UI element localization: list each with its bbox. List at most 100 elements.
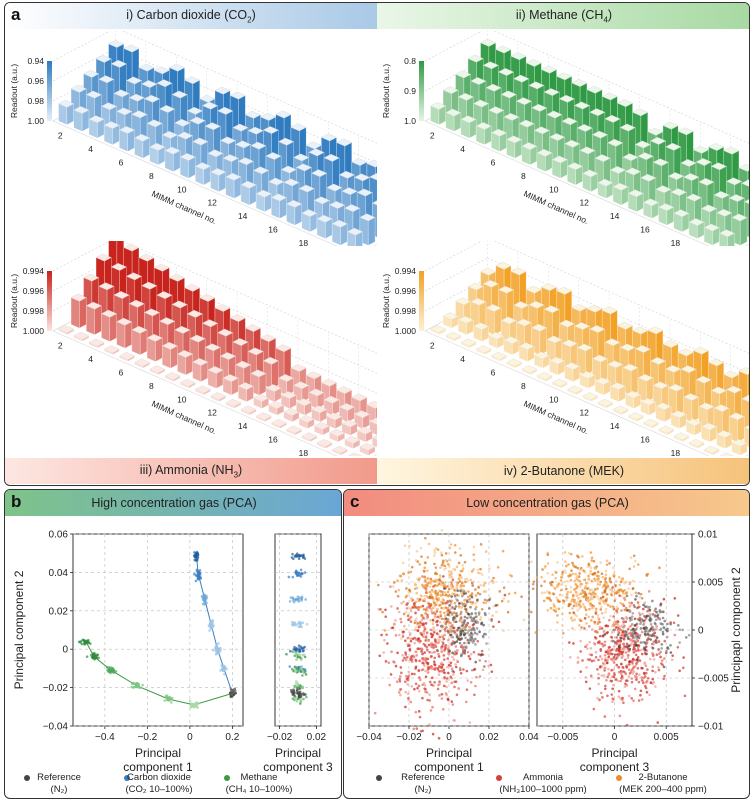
- x-tick-label: 4: [460, 144, 465, 154]
- z-colorbar: [47, 271, 52, 331]
- bar3d-top: [513, 74, 530, 83]
- mek-point: [442, 620, 446, 623]
- ammonia-point: [646, 668, 649, 671]
- reference-point: [459, 589, 462, 593]
- ammonia-point: [626, 656, 630, 660]
- mek-point: [404, 595, 408, 599]
- mek-point: [433, 591, 437, 595]
- ammonia-point: [438, 665, 441, 668]
- bar3d-top: [134, 358, 151, 367]
- reference-point: [628, 610, 632, 614]
- mek-point: [409, 570, 413, 574]
- ammonia-point: [646, 609, 649, 613]
- ammonia-point: [623, 685, 627, 688]
- ammonia-point: [433, 650, 436, 654]
- mek-point: [449, 570, 453, 574]
- ammonia-point: [403, 656, 406, 660]
- reference-point: [298, 692, 301, 696]
- bar3d-top: [482, 279, 499, 288]
- x-tick-label: 14: [238, 211, 248, 221]
- reference-point: [658, 617, 662, 621]
- reference-point: [450, 642, 454, 645]
- mek-point: [510, 574, 513, 578]
- ch4-point: [299, 667, 302, 670]
- ammonia-point: [465, 688, 469, 691]
- z-tick-label: 1.000: [395, 326, 417, 336]
- ammonia-point: [454, 645, 458, 648]
- bar3d-top: [207, 149, 224, 158]
- ammonia-point: [670, 658, 674, 662]
- ammonia-point: [616, 629, 620, 632]
- mek-point: [554, 607, 558, 611]
- mek-point: [440, 583, 443, 587]
- bar3d-top: [743, 199, 749, 204]
- bar3d-top: [237, 157, 254, 166]
- reference-point: [625, 633, 628, 637]
- co2-point: [193, 551, 196, 554]
- reference-point: [298, 690, 302, 694]
- bar3d-top: [540, 283, 557, 291]
- mek-point: [431, 579, 435, 583]
- mek-point: [458, 573, 462, 577]
- reference-point: [654, 607, 658, 611]
- reference-point: [480, 621, 484, 625]
- ammonia-point: [409, 639, 413, 643]
- ammonia-point: [617, 679, 620, 683]
- reference-point: [653, 615, 657, 618]
- bar3d-top: [688, 218, 705, 226]
- bar3d-top: [642, 419, 659, 427]
- ammonia-point: [590, 653, 593, 657]
- ammonia-point: [631, 657, 635, 661]
- legend-label: 2-Butanone: [638, 772, 687, 783]
- mek-point: [440, 617, 444, 621]
- ammonia-point: [462, 668, 465, 671]
- ammonia-point: [414, 637, 418, 641]
- bar3d-top: [371, 200, 377, 206]
- y-axis-label: Principal component 2: [12, 570, 26, 689]
- ammonia-point: [678, 669, 681, 673]
- ammonia-point: [622, 620, 625, 623]
- ch4-point: [96, 654, 99, 657]
- mek-point: [566, 590, 570, 594]
- ammonia-point: [445, 685, 448, 689]
- mek-point: [572, 588, 576, 592]
- ammonia-point: [409, 609, 413, 613]
- mek-point: [522, 618, 526, 622]
- mek-point: [482, 601, 486, 604]
- mek-point: [578, 572, 581, 575]
- bar3d-top: [126, 272, 143, 281]
- mek-point: [424, 561, 427, 565]
- ammonia-point: [394, 664, 398, 668]
- ammonia-point: [657, 668, 661, 672]
- ammonia-point: [579, 639, 582, 643]
- ammonia-point: [452, 658, 456, 661]
- mek-point: [472, 580, 475, 584]
- z-tick-label: 0.94: [27, 56, 44, 66]
- ammonia-point: [652, 680, 656, 684]
- bar3d-top: [149, 143, 166, 151]
- ammonia-point: [420, 650, 423, 653]
- ammonia-point: [466, 679, 470, 682]
- z-tick-label: 0.8: [404, 56, 416, 66]
- ammonia-point: [635, 678, 638, 681]
- mek-point: [574, 565, 578, 569]
- ammonia-point: [395, 680, 399, 683]
- reference-point: [626, 608, 629, 612]
- mek-point: [551, 573, 554, 576]
- mek-point: [495, 610, 498, 614]
- bar3d-top: [305, 371, 322, 380]
- bar3d-top: [88, 338, 105, 347]
- reference-point: [666, 646, 669, 649]
- mek-point: [417, 622, 420, 625]
- ammonia-point: [492, 625, 495, 628]
- plot-frame: [72, 533, 244, 727]
- ammonia-point: [406, 692, 410, 696]
- reference-point: [476, 598, 479, 602]
- ammonia-point: [602, 630, 606, 633]
- panel-c-letter: c: [350, 492, 360, 511]
- bar3d-top: [177, 350, 194, 358]
- ammonia-point: [454, 665, 458, 669]
- reference-point: [627, 644, 631, 648]
- bar3d-top: [594, 154, 611, 162]
- bar3d-top: [278, 374, 295, 382]
